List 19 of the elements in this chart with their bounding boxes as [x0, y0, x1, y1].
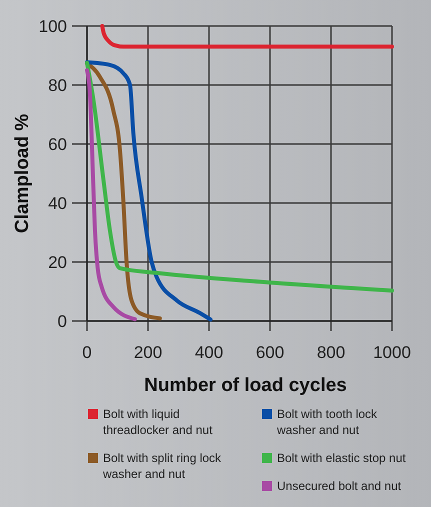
- y-axis-title: Clampload %: [12, 114, 33, 234]
- x-tick-label: 600: [256, 343, 284, 362]
- y-tick-label: 0: [58, 312, 67, 331]
- y-tick-label: 100: [38, 16, 67, 36]
- legend-label: Unsecured bolt and nut: [277, 479, 402, 493]
- x-tick-label: 200: [134, 343, 162, 362]
- y-tick-label: 80: [48, 76, 67, 95]
- y-tick-label: 40: [48, 194, 67, 213]
- x-tick-label: 400: [194, 343, 224, 362]
- legend-label: Bolt with split ring lock washer and nut: [102, 451, 222, 481]
- x-axis-title: Number of load cycles: [144, 375, 347, 396]
- legend-label: Bolt with liquid threadlocker and nut: [103, 407, 214, 437]
- x-tick-label: 0: [82, 343, 92, 362]
- y-tick-label: 20: [48, 252, 67, 272]
- legend-label: Bolt with tooth lock washer and nut: [276, 407, 378, 437]
- x-tick-label: 800: [316, 343, 346, 362]
- x-tick-label: 1000: [373, 343, 411, 362]
- legend-label: Bolt with elastic stop nut: [277, 451, 406, 465]
- y-tick-label: 60: [48, 134, 67, 154]
